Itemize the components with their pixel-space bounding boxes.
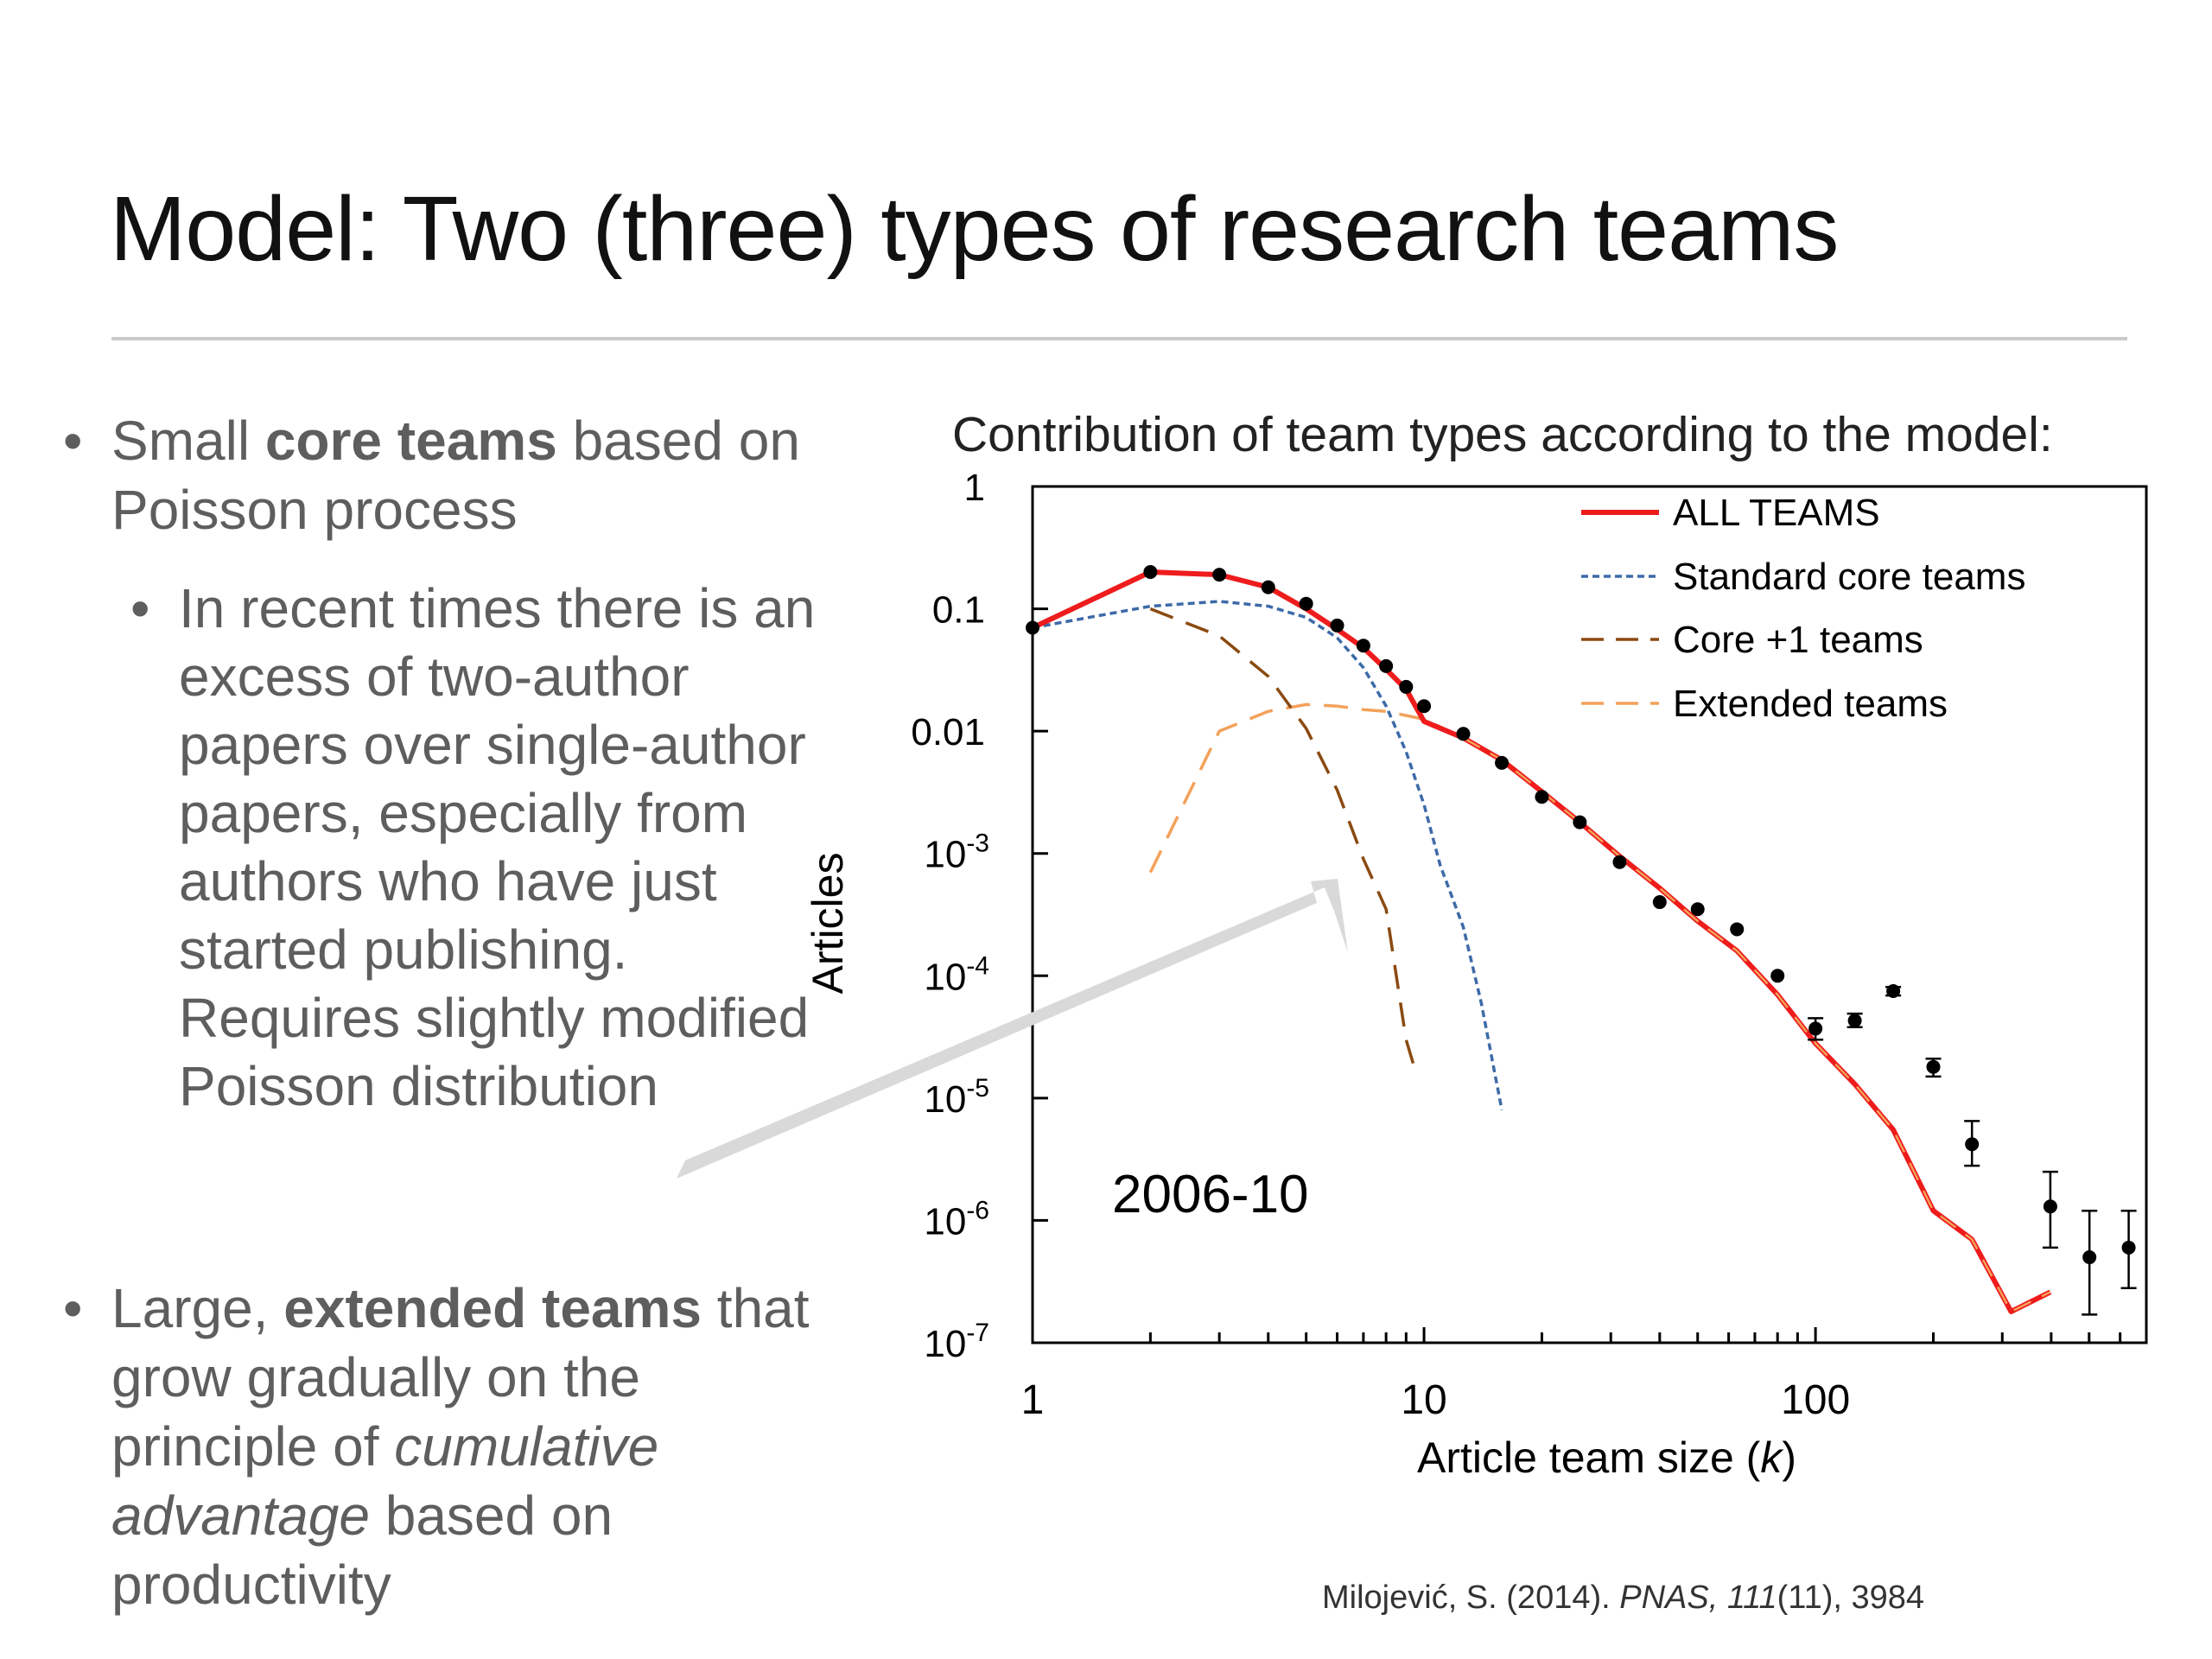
y-tick-label: 0.1 xyxy=(932,589,985,632)
sub-bullet-marker: • xyxy=(130,577,150,639)
x-tick-label: 10 xyxy=(1401,1377,1446,1423)
data-point xyxy=(1652,895,1667,910)
data-point xyxy=(1808,1021,1823,1036)
x-axis-label: Article team size (k) xyxy=(1417,1433,1796,1482)
chart-caption: Contribution of team types according to … xyxy=(952,407,2053,462)
series-line-extended-teams-overlay xyxy=(1462,736,2051,1313)
series-line-core-1-teams xyxy=(1149,607,1419,1077)
data-point xyxy=(1573,815,1587,830)
citation-year: (2014). xyxy=(1497,1580,1620,1616)
data-point xyxy=(1379,658,1394,673)
data-point xyxy=(1690,902,1705,917)
title-divider xyxy=(111,337,2127,340)
data-point xyxy=(1356,639,1370,653)
bullet-extended-teams-text: Large, extended teams that grow graduall… xyxy=(111,1274,820,1619)
data-point xyxy=(1261,580,1275,594)
bullet-text-segment: based on productivity xyxy=(111,1484,613,1616)
sub-bullet-text: In recent times there is an excess of tw… xyxy=(179,577,816,1117)
plot-frame xyxy=(1031,485,2148,1344)
data-point xyxy=(1926,1059,1941,1074)
data-point xyxy=(1730,922,1745,937)
series-line-standard-core-teams xyxy=(1032,600,1503,1110)
data-point xyxy=(2043,1199,2057,1214)
period-annotation: 2006-10 xyxy=(1112,1165,1309,1224)
citation-issue: (11), 3984 xyxy=(1777,1580,1925,1616)
legend-label: Core +1 teams xyxy=(1673,619,1923,661)
data-point xyxy=(1399,679,1414,694)
legend-label: ALL TEAMS xyxy=(1673,492,1880,534)
y-tick-label: 10-7 xyxy=(924,1319,989,1365)
data-point xyxy=(1965,1137,1980,1152)
citation: Milojević, S. (2014). PNAS, 111(11), 398… xyxy=(1322,1580,1924,1617)
bullet-text-bold: core teams xyxy=(264,410,557,472)
bullet-core-teams-text: Small core teams based on Poisson proces… xyxy=(111,406,820,544)
x-tick-label: 1 xyxy=(1021,1377,1045,1423)
bullet-marker: • xyxy=(63,410,83,472)
bullet-text-segment: Small xyxy=(111,410,265,472)
y-tick-label: 10-6 xyxy=(924,1196,989,1243)
data-point xyxy=(1212,568,1227,582)
y-tick-label: 10-3 xyxy=(924,830,989,876)
pointer-arrow xyxy=(677,879,1348,1179)
legend-label: Extended teams xyxy=(1673,683,1948,725)
bullet-text-bold: extended teams xyxy=(283,1277,702,1339)
x-tick-label: 100 xyxy=(1781,1377,1850,1423)
data-point xyxy=(1847,1014,1862,1028)
bullet-text-segment: based on Poisson process xyxy=(111,410,800,541)
data-point xyxy=(1612,855,1627,869)
data-point xyxy=(1330,618,1344,632)
data-point xyxy=(1886,983,1901,998)
bullet-text-segment: that grow gradually on the principle of xyxy=(111,1277,810,1478)
data-point xyxy=(1770,969,1785,983)
citation-journal: PNAS, 111 xyxy=(1619,1580,1777,1616)
data-point xyxy=(1143,564,1158,579)
y-tick-label: 10-5 xyxy=(924,1074,989,1121)
bullet-marker: • xyxy=(63,1277,83,1339)
data-point xyxy=(2082,1250,2097,1265)
data-point xyxy=(1535,790,1549,804)
legend-label: Standard core teams xyxy=(1673,556,2025,598)
y-tick-label: 1 xyxy=(964,467,985,509)
y-tick-label: 0.01 xyxy=(911,711,985,753)
data-point xyxy=(1026,620,1039,635)
y-tick-label: 10-4 xyxy=(924,951,989,998)
bullet-text-segment: Large, xyxy=(111,1277,284,1339)
slide-title: Model: Two (three) types of research tea… xyxy=(110,178,1839,280)
data-point xyxy=(1417,699,1432,714)
data-point xyxy=(1299,596,1313,611)
citation-author: Milojević, S. xyxy=(1322,1580,1497,1616)
data-point xyxy=(1456,727,1471,741)
data-point xyxy=(1495,755,1510,770)
data-point xyxy=(2121,1240,2136,1255)
bullet-text-italic: cumulative advantage xyxy=(111,1415,659,1547)
y-axis-label: Articles xyxy=(804,853,852,995)
